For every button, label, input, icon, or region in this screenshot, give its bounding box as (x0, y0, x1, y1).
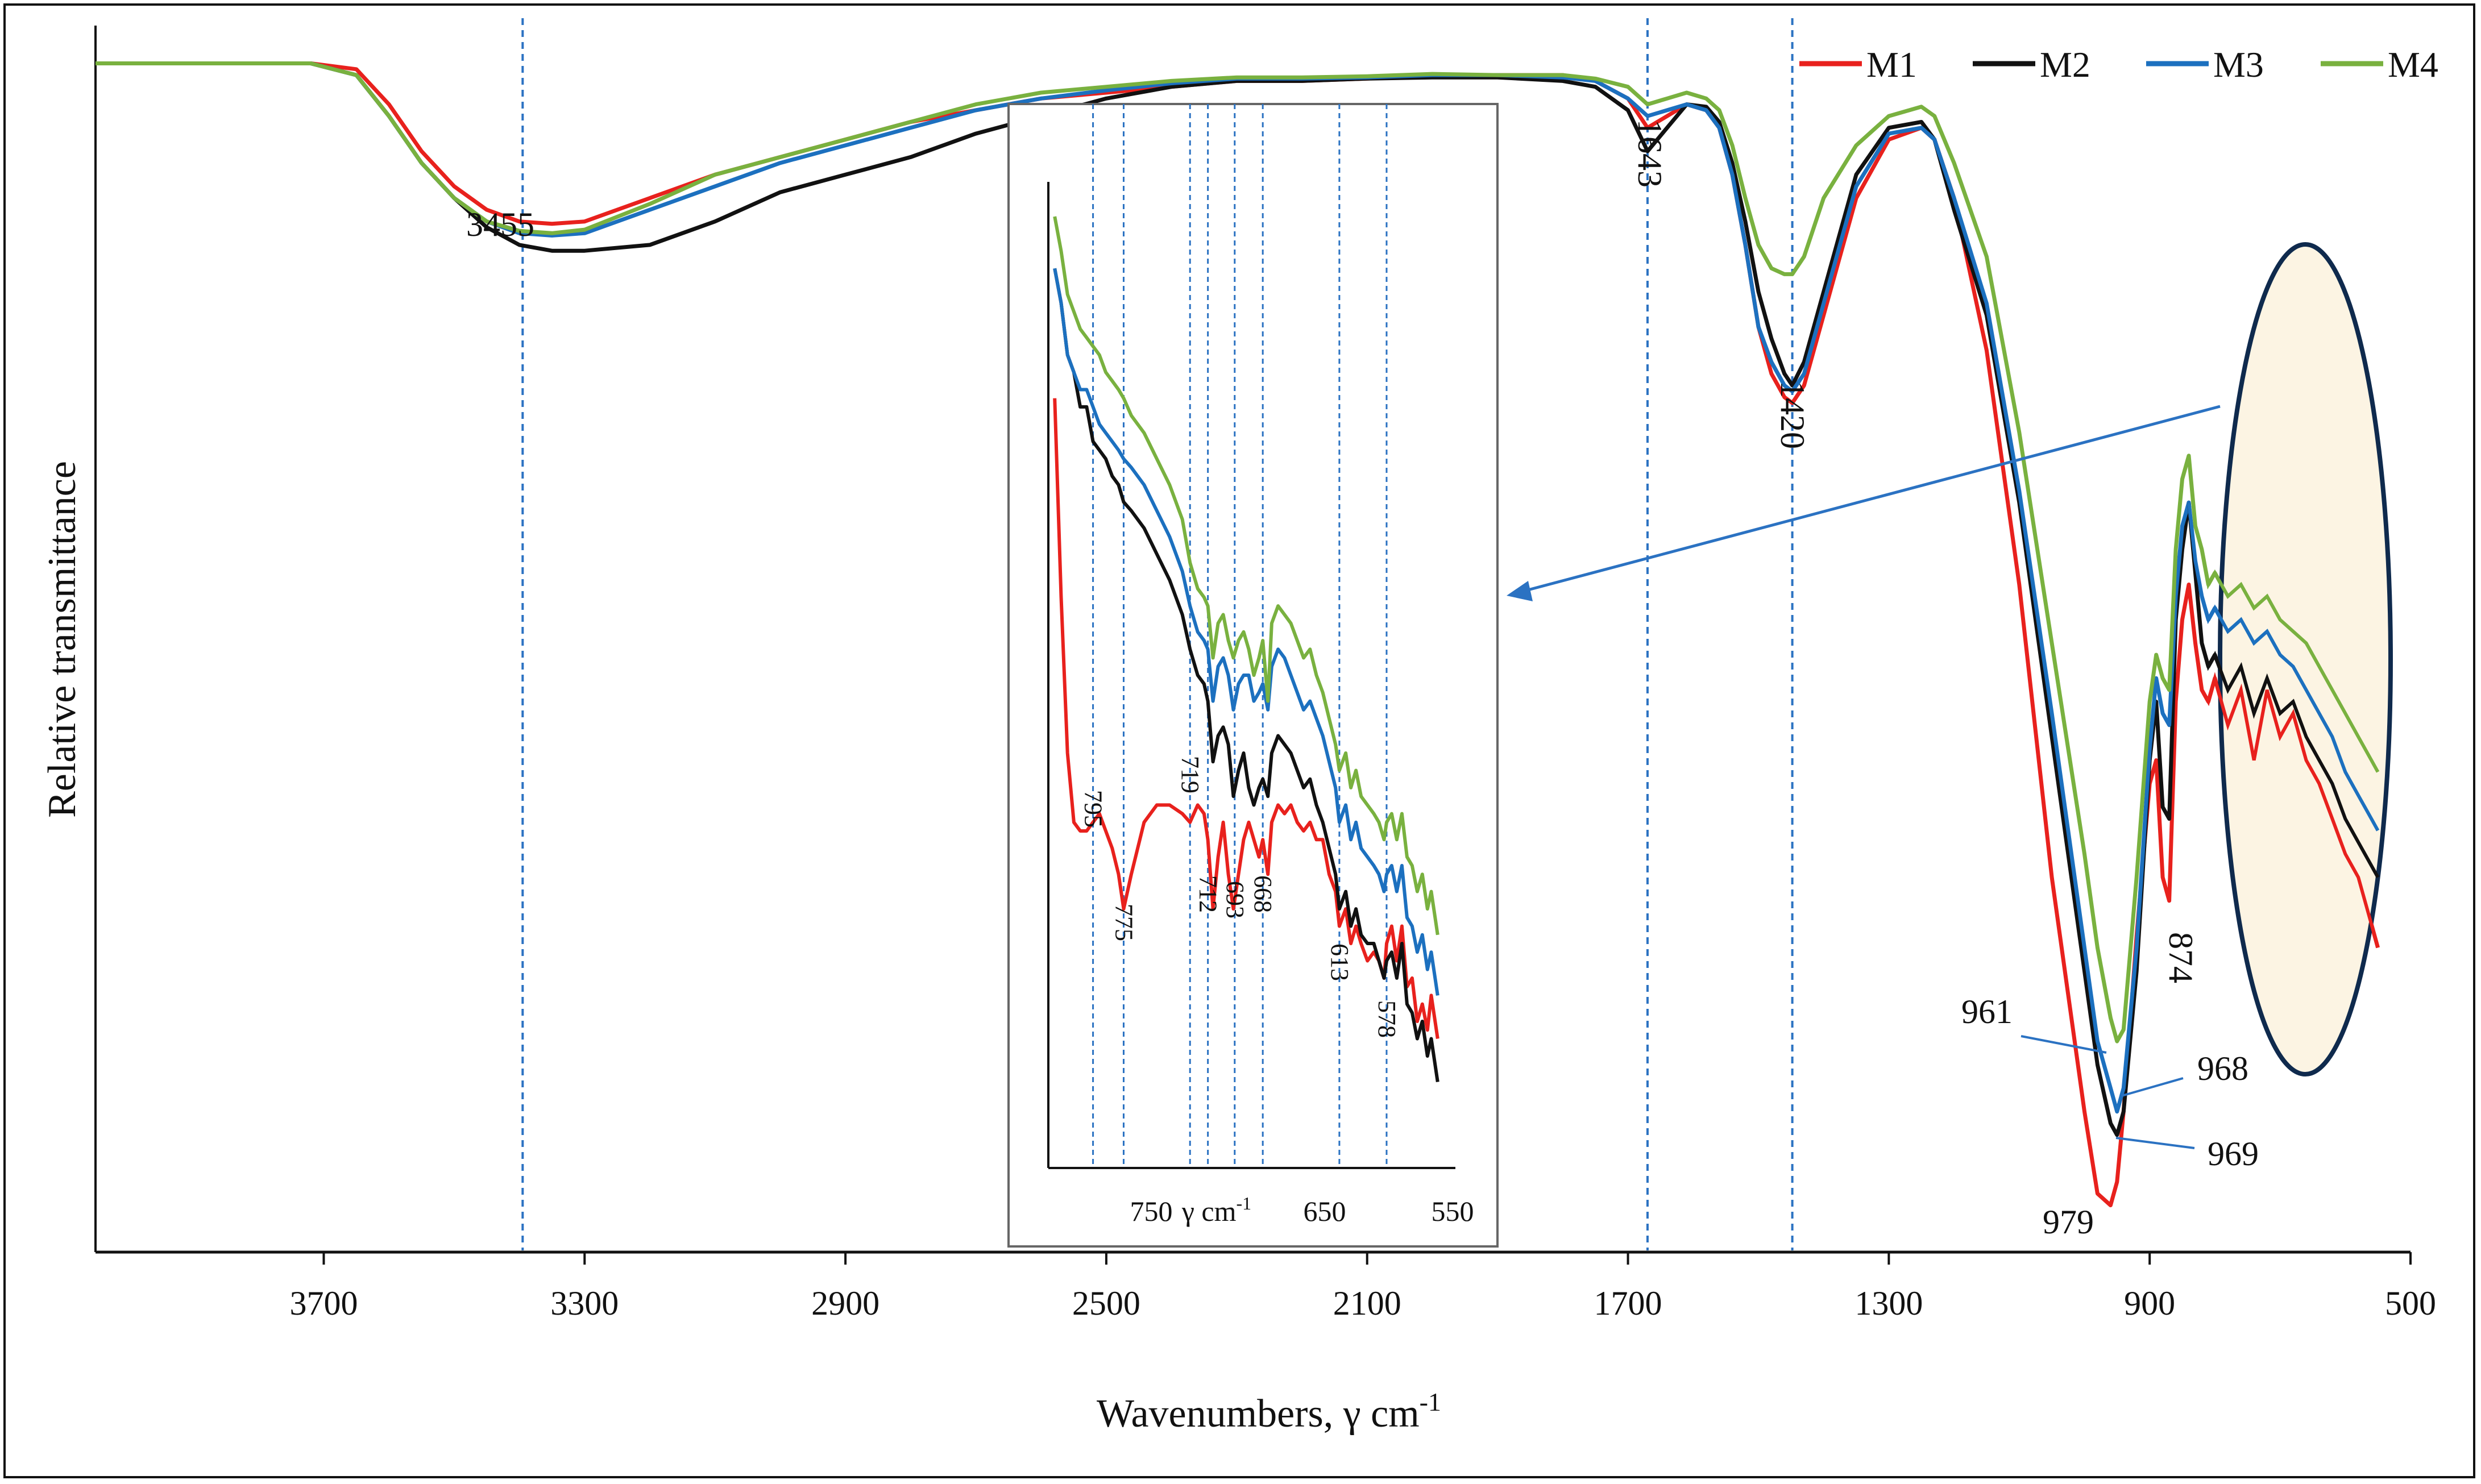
x-tick-label: 1300 (1854, 1285, 1923, 1322)
legend-label-m4: M4 (2388, 44, 2438, 85)
inset-peak-label-719: 719 (1176, 756, 1204, 793)
peak-label-1643: 1643 (1631, 119, 1669, 188)
ellipse-series-m4 (2187, 455, 2380, 773)
inset-series-group (1053, 216, 1439, 1083)
legend-label-m1: M1 (1866, 44, 1917, 85)
arrow-head-icon (1507, 581, 1533, 601)
figure-frame (3, 3, 2475, 1478)
peak-label-979: 979 (2043, 1203, 2094, 1241)
peak-leader-lines (2021, 1035, 2195, 1149)
peak-label-3455: 3455 (466, 206, 534, 243)
inset-x-label: γ cm-1 (1181, 1193, 1251, 1227)
x-tick-label: 500 (2385, 1285, 2436, 1322)
inset-x-tick-label: 650 (1304, 1195, 1346, 1227)
x-tick-label: 2500 (1072, 1285, 1140, 1322)
inset-peak-label-795: 795 (1080, 790, 1107, 828)
main-axes (94, 26, 2411, 1254)
x-tick-label: 3300 (550, 1285, 619, 1322)
inset-x-tick-label: 550 (1432, 1195, 1474, 1227)
ellipse-series-m1 (2187, 584, 2380, 949)
inset-tick-group: 750 650 550 (1130, 1195, 1474, 1227)
inset-x-tick-label: 750 (1130, 1195, 1173, 1227)
x-tick-group: 3700 3300 2900 2500 2100 1700 1300 900 500 (289, 1252, 2436, 1322)
zoom-highlight-ellipse (2218, 242, 2393, 1076)
inset-series-line-m1 (1053, 398, 1439, 1039)
inset-series-line-m3 (1053, 268, 1439, 996)
x-tick-label: 900 (2124, 1285, 2175, 1322)
peak-label-1420: 1420 (1774, 381, 1811, 449)
inset-peak-label-668: 668 (1249, 875, 1277, 913)
peak-label-874: 874 (2162, 932, 2200, 983)
inset-peak-label-712: 712 (1194, 875, 1222, 913)
legend-label-m3: M3 (2213, 44, 2264, 85)
x-tick-label: 1700 (1594, 1285, 1662, 1322)
peak-label-961: 961 (1961, 993, 2013, 1030)
inset-peak-label-775: 775 (1110, 904, 1138, 941)
legend-label-m2: M2 (2040, 44, 2090, 85)
ellipse-series-m3 (2187, 502, 2380, 832)
x-tick-label: 3700 (289, 1285, 358, 1322)
x-tick-label: 2100 (1333, 1285, 1401, 1322)
legend: M1 M2 M3 M4 (1799, 44, 2438, 85)
inset-series-line-m2 (1053, 268, 1439, 1083)
inset-peak-label-693: 693 (1221, 881, 1249, 918)
inset-peak-label-613: 613 (1326, 943, 1354, 981)
peak-label-968: 968 (2197, 1050, 2248, 1087)
peak-annotation-group: 3455 1643 1420 961 968 969 979 874 (466, 119, 2259, 1241)
ellipse-series-group (2187, 455, 2380, 949)
x-tick-label: 2900 (811, 1285, 879, 1322)
peak-label-969: 969 (2208, 1135, 2259, 1173)
ellipse-series-m2 (2187, 502, 2380, 879)
inset-reference-lines (1092, 104, 1388, 1165)
y-axis-title: Relative transmittance (40, 461, 84, 818)
zoom-arrow (1507, 405, 2221, 601)
x-axis-title: Wavenumbers, γ cm-1 (1097, 1387, 1441, 1436)
inset-series-line-m4 (1053, 216, 1439, 936)
inset-peak-label-578: 578 (1373, 1000, 1401, 1038)
